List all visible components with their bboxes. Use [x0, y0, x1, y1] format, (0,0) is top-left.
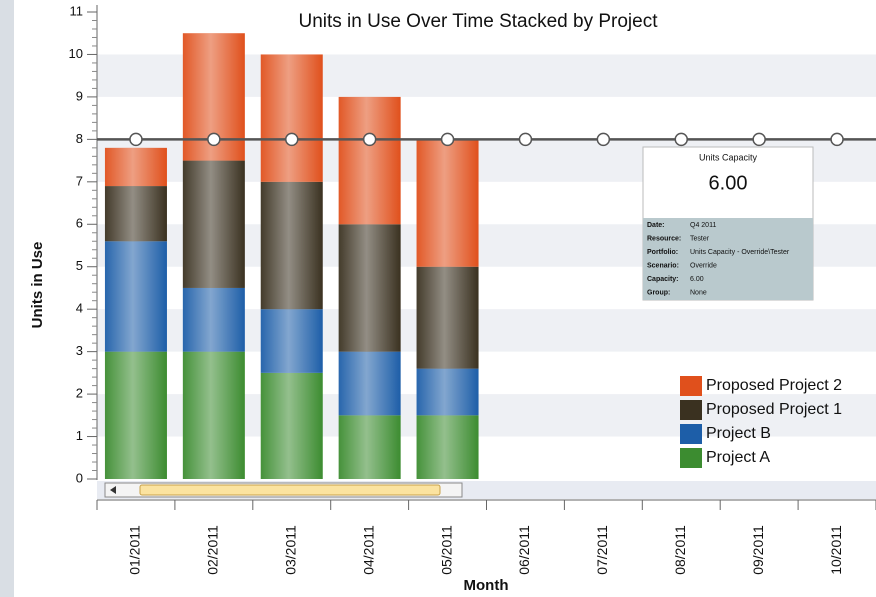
bar-sheen: [182, 351, 245, 479]
tooltip-field-value: Q4 2011: [690, 222, 716, 229]
y-tick-label: 1: [76, 428, 83, 443]
y-tick-label: 3: [76, 343, 83, 358]
bar-sheen: [338, 415, 401, 479]
legend-label: Project B: [706, 425, 771, 442]
y-axis-label: Units in Use: [29, 242, 46, 329]
tooltip-field-value: None: [690, 289, 707, 296]
scroll-left-arrow[interactable]: [110, 486, 116, 494]
y-tick-label: 2: [76, 386, 83, 401]
bar-sheen: [260, 54, 323, 182]
window-border: [0, 0, 14, 597]
x-tick-label: 06/2011: [516, 525, 532, 575]
bar-sheen: [416, 415, 479, 479]
x-tick-label: 03/2011: [282, 525, 298, 575]
tooltip-field-label: Resource:: [647, 235, 681, 242]
y-tick-label: 5: [76, 258, 83, 273]
tooltip-title: Units Capacity: [699, 152, 758, 162]
bar-sheen: [416, 368, 479, 416]
capacity-marker: [830, 132, 844, 147]
x-axis-label: Month: [464, 577, 509, 594]
x-tick-label: 02/2011: [205, 525, 221, 575]
capacity-marker: [362, 132, 377, 147]
tooltip-field-value: 6.00: [690, 276, 704, 283]
x-tick-label: 08/2011: [672, 525, 688, 575]
x-tick-label: 10/2011: [828, 525, 844, 575]
capacity-marker: [129, 132, 143, 147]
bar-sheen: [182, 160, 245, 288]
legend-swatch: [680, 400, 702, 420]
legend-label: Proposed Project 1: [706, 401, 842, 418]
scrollbar-thumb[interactable]: [139, 484, 441, 496]
y-tick-label: 4: [76, 301, 83, 316]
tooltip-field-label: Group:: [647, 289, 670, 296]
y-tick-label: 9: [76, 88, 83, 103]
y-tick-label: 6: [76, 216, 83, 231]
bar-sheen: [104, 351, 167, 479]
capacity-marker: [440, 132, 455, 147]
bar-sheen: [416, 139, 479, 267]
x-tick-label: 04/2011: [360, 525, 376, 575]
y-tick-label: 11: [70, 3, 84, 18]
bar-sheen: [182, 287, 245, 352]
tooltip-field-value: Tester: [690, 235, 710, 242]
capacity-marker: [674, 132, 688, 147]
capacity-marker: [596, 132, 611, 147]
bar-sheen: [416, 266, 479, 369]
bar-sheen: [260, 309, 323, 373]
legend-label: Proposed Project 2: [706, 377, 842, 394]
x-tick-label: 07/2011: [594, 525, 610, 575]
tooltip-value: 6.00: [709, 172, 748, 194]
y-tick-label: 0: [76, 470, 83, 485]
capacity-marker: [518, 132, 533, 147]
y-tick-label: 7: [76, 173, 83, 188]
chart-title: Units in Use Over Time Stacked by Projec…: [298, 11, 658, 32]
x-tick-label: 05/2011: [438, 525, 454, 575]
capacity-marker: [207, 132, 221, 147]
bar-sheen: [104, 241, 167, 352]
bar-sheen: [338, 224, 401, 352]
legend-swatch: [680, 448, 702, 468]
tooltip-details-bg: [643, 218, 813, 300]
x-tick-label: 09/2011: [750, 525, 766, 575]
y-tick-label: 8: [76, 131, 83, 146]
legend-label: Project A: [706, 449, 770, 466]
tooltip-field-label: Scenario:: [647, 262, 679, 269]
bar-sheen: [260, 181, 323, 310]
tooltip-field-label: Capacity:: [647, 276, 679, 283]
capacity-marker: [285, 132, 299, 147]
tooltip-field-label: Portfolio:: [647, 249, 678, 256]
bar-sheen: [260, 372, 323, 479]
tooltip-field-value: Units Capacity - Override\Tester: [690, 249, 790, 256]
tooltip-field-value: Override: [690, 262, 717, 269]
tooltip-field-label: Date:: [647, 222, 665, 229]
capacity-marker: [752, 132, 766, 147]
bar-sheen: [104, 147, 167, 187]
legend-swatch: [680, 424, 702, 444]
legend-swatch: [680, 376, 702, 396]
bar-sheen: [104, 186, 167, 242]
x-tick-label: 01/2011: [127, 525, 143, 575]
bar-sheen: [338, 351, 401, 416]
bar-sheen: [338, 96, 401, 225]
y-tick-label: 10: [69, 46, 83, 61]
